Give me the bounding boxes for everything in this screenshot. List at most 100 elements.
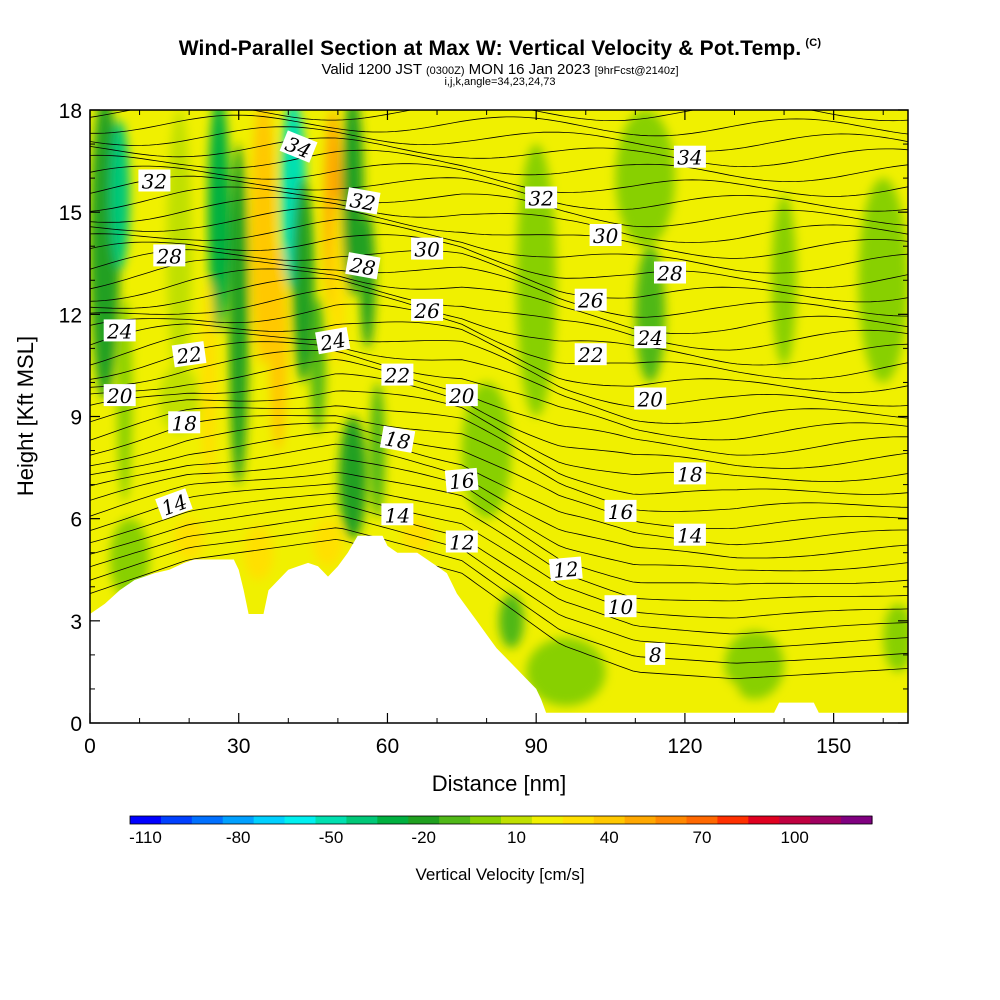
colorbar-swatch [748, 816, 780, 824]
theta-contour-line [90, 197, 908, 243]
theta-label-box [381, 503, 414, 526]
theta-label-box [138, 169, 171, 192]
theta-label: 16 [444, 467, 479, 494]
theta-contour-line [90, 350, 908, 441]
y-axis-title: Height [Kft MSL] [13, 336, 38, 496]
theta-contour-line [90, 483, 908, 602]
colorbar-swatch [810, 816, 842, 824]
colorbar-swatch [408, 816, 440, 824]
colorbar-frame [129, 815, 873, 825]
theta-contour-line [90, 458, 908, 572]
theta-contour-line [90, 137, 908, 168]
theta-label-box [153, 244, 186, 267]
theta-label-text: 18 [677, 462, 702, 486]
theta-contour-line [90, 234, 908, 289]
theta-contour-line [90, 538, 908, 680]
theta-label: 32 [525, 186, 558, 211]
theta-label-box [445, 530, 478, 553]
velocity-cell [615, 110, 675, 247]
colorbar-tick-label: -20 [411, 828, 436, 847]
theta-label: 28 [654, 261, 686, 286]
theta-contour-line [90, 219, 908, 274]
theta-label-box [589, 224, 622, 246]
theta-label-text: 22 [174, 342, 204, 369]
theta-label: 16 [604, 499, 637, 524]
colorbar-swatch [841, 816, 873, 824]
theta-label: 28 [345, 252, 381, 281]
theta-label: 14 [381, 503, 414, 527]
theta-label: 20 [634, 387, 667, 412]
velocity-cell [679, 675, 740, 717]
theta-label-text: 32 [142, 170, 167, 194]
theta-label-text: 20 [636, 388, 663, 412]
theta-label: 34 [673, 145, 706, 170]
theta-label-box [411, 237, 444, 260]
colorbar-tick-label: 40 [600, 828, 619, 847]
colorbar-title: Vertical Velocity [cm/s] [415, 865, 584, 884]
theta-contour-line [90, 303, 908, 380]
theta-label-text: 30 [414, 238, 440, 262]
y-tick-label: 0 [70, 713, 82, 736]
x-axis-title: Distance [nm] [432, 771, 567, 796]
theta-label: 20 [445, 384, 478, 408]
velocity-cell [243, 525, 274, 580]
theta-contour-line [90, 515, 908, 650]
theta-label-box [103, 384, 136, 407]
theta-label-text: 26 [577, 289, 604, 313]
theta-label-text: 34 [677, 146, 702, 170]
velocity-cell [330, 195, 346, 366]
theta-label: 32 [138, 169, 171, 194]
theta-label-text: 24 [106, 319, 132, 343]
theta-label-box [574, 288, 607, 311]
theta-label: 12 [445, 530, 478, 555]
theta-label-text: 18 [171, 411, 196, 435]
velocity-cell [338, 416, 367, 540]
chart-title-mark: (C) [805, 37, 822, 49]
theta-label-text: 16 [608, 500, 634, 524]
colorbar-swatch [779, 816, 811, 824]
velocity-cell [228, 144, 249, 485]
theta-label: 26 [411, 298, 444, 323]
chart-params: i,j,k,angle=34,23,24,73 [444, 76, 556, 88]
colorbar-swatch [253, 816, 286, 824]
theta-label-text: 32 [528, 187, 553, 211]
theta-label-text: 22 [384, 364, 410, 388]
theta-contour-line [90, 73, 908, 96]
theta-label: 18 [379, 425, 416, 454]
y-tick-label: 9 [70, 407, 82, 430]
theta-label-box [168, 411, 201, 434]
colorbar-swatch [624, 816, 657, 824]
velocity-cell [526, 637, 606, 706]
theta-label-box [411, 298, 444, 321]
theta-contour-line [90, 415, 908, 512]
theta-contour-line [90, 175, 908, 212]
colorbar-swatch [439, 816, 471, 824]
theta-contour-line [90, 503, 908, 635]
colorbar-swatch [222, 816, 255, 824]
subtitle-date: MON 16 Jan 2023 [468, 61, 591, 78]
velocity-cell [174, 518, 205, 560]
theta-label: 22 [381, 363, 414, 388]
velocity-cell [310, 297, 326, 434]
theta-label-box [525, 186, 558, 209]
theta-label-box [634, 326, 667, 349]
y-tick-label: 12 [59, 304, 82, 327]
velocity-cell [292, 178, 315, 383]
terrain [90, 535, 908, 723]
x-tick-label: 150 [816, 735, 851, 758]
theta-label: 32 [345, 187, 381, 216]
theta-label-box [654, 261, 686, 284]
theta-label-text: 30 [593, 224, 619, 248]
colorbar-swatch [160, 816, 193, 824]
theta-label-text: 14 [677, 524, 702, 548]
theta-label-text: 22 [577, 343, 603, 367]
theta-label: 30 [411, 237, 444, 262]
colorbar-swatch [346, 816, 378, 824]
theta-contour-line [90, 207, 908, 259]
theta-label-text: 24 [317, 328, 347, 356]
theta-label-box [645, 642, 666, 665]
theta-label: 14 [673, 523, 706, 548]
colorbar-tick-label: -50 [319, 828, 344, 847]
